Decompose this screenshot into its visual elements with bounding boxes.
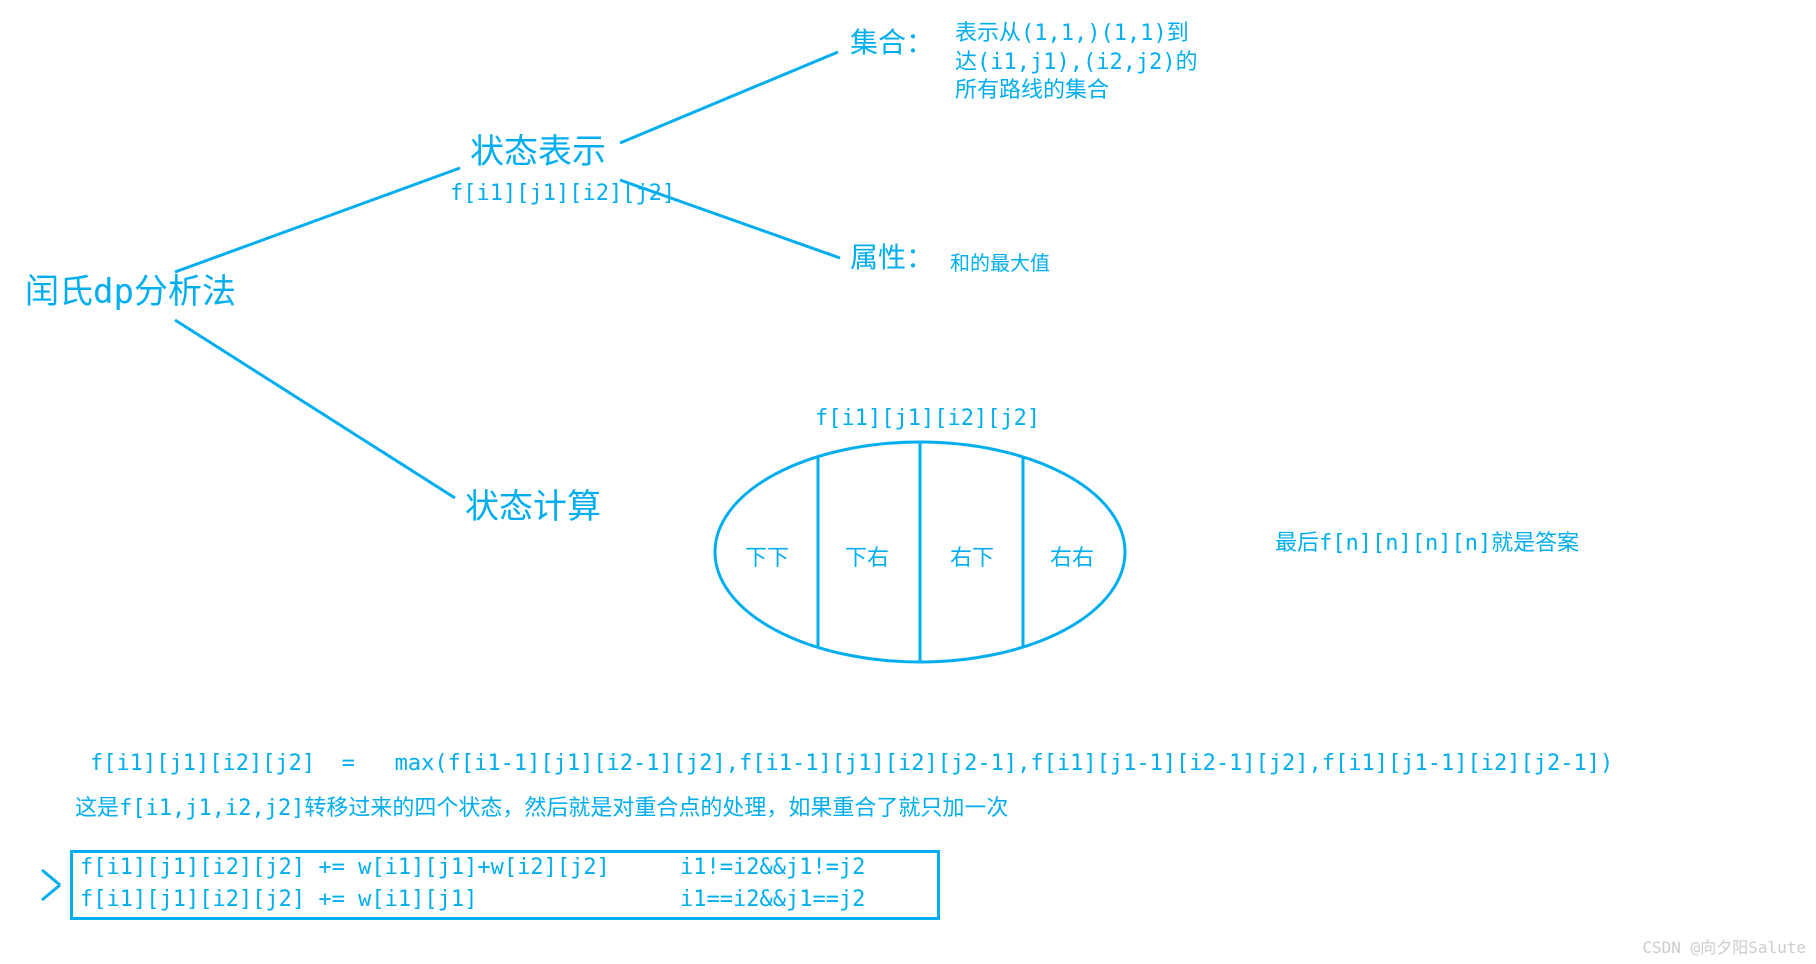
set-desc: 表示从(1,1,)(1,1)到 达(i1,j1),(i2,j2)的 所有路线的集… xyxy=(955,20,1198,106)
root-label: 闰氏dp分析法 xyxy=(25,270,236,314)
formula-line1: f[i1][j1][i2][j2] = max(f[i1-1][j1][i2-1… xyxy=(90,750,1613,779)
watermark: CSDN @向夕阳Salute xyxy=(1642,934,1806,958)
ellipse-cell-2: 右下 xyxy=(950,545,994,574)
ellipse-cell-3: 右右 xyxy=(1050,545,1094,574)
boxed-line2-right: i1==i2&&j1==j2 xyxy=(680,886,865,915)
ellipse-caption: f[i1][j1][i2][j2] xyxy=(815,405,1040,434)
boxed-line1-left: f[i1][j1][i2][j2] += w[i1][j1]+w[i2][j2] xyxy=(80,854,610,883)
state-rep-sub: f[i1][j1][i2][j2] xyxy=(450,180,675,209)
boxed-line2-left: f[i1][j1][i2][j2] += w[i1][j1] xyxy=(80,886,477,915)
state-rep-label: 状态表示 xyxy=(470,130,606,174)
attr-label: 属性： xyxy=(850,240,934,276)
set-label: 集合： xyxy=(850,25,934,61)
ellipse-cell-0: 下下 xyxy=(745,545,789,574)
attr-desc: 和的最大值 xyxy=(950,250,1050,276)
state-calc-label: 状态计算 xyxy=(465,485,601,529)
answer-text: 最后f[n][n][n][n]就是答案 xyxy=(1275,530,1579,559)
ellipse-cell-1: 下右 xyxy=(845,545,889,574)
diagram-stage: 闰氏dp分析法 状态表示 f[i1][j1][i2][j2] 集合： 表示从(1… xyxy=(0,0,1816,964)
formula-line2: 这是f[i1,j1,i2,j2]转移过来的四个状态，然后就是对重合点的处理，如果… xyxy=(75,795,1008,824)
boxed-line1-right: i1!=i2&&j1!=j2 xyxy=(680,854,865,883)
